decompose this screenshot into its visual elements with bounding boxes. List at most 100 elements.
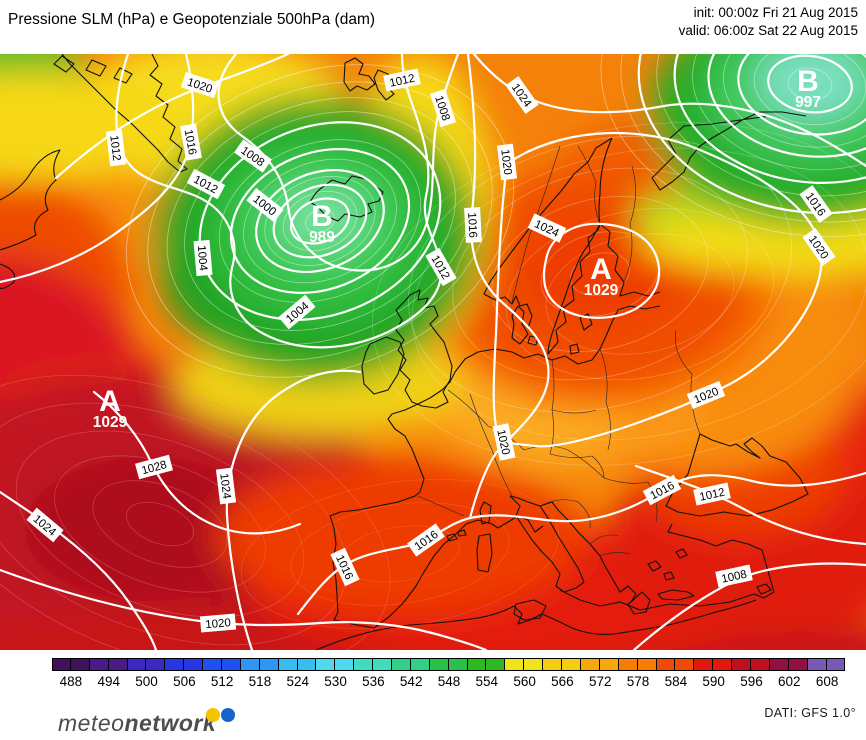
coastlines (0, 54, 809, 650)
svg-text:1008: 1008 (720, 569, 748, 586)
colorbar-tick: 530 (324, 674, 347, 689)
run-info: init: 00:00z Fri 21 Aug 2015 valid: 06:0… (679, 4, 858, 40)
isobar-label: 1020 (496, 143, 518, 181)
colorbar-cell (694, 658, 714, 671)
isobar-label: 1012 (383, 68, 421, 92)
colorbar-cell (184, 658, 204, 671)
colorbar-cell (392, 658, 411, 671)
svg-text:1012: 1012 (107, 135, 122, 162)
logo-dot-blue-icon (221, 708, 235, 722)
colorbar-tick: 488 (59, 674, 83, 689)
isobars (0, 54, 866, 650)
isobar-label: 1008 (429, 88, 457, 128)
isobar-label: 1004 (193, 239, 213, 277)
colorbar-tick: 560 (513, 674, 536, 689)
colorbar-cell (297, 658, 317, 671)
colorbar-cell (70, 658, 90, 671)
colorbar-cell (788, 658, 808, 671)
colorbar-cell (354, 658, 374, 671)
colorbar-cell (127, 658, 147, 671)
svg-text:989: 989 (309, 229, 335, 246)
colorbar-tick: 548 (437, 674, 461, 689)
colorbar-tick: 596 (740, 674, 763, 689)
colorbar-cell (222, 658, 241, 671)
colorbar-tick: 524 (286, 674, 310, 689)
colorbar-tick: 536 (362, 674, 385, 689)
svg-text:A: A (590, 253, 612, 286)
colorbar-cell (486, 658, 506, 671)
svg-text:A: A (99, 385, 121, 418)
page-title: Pressione SLM (hPa) e Geopotenziale 500h… (8, 11, 376, 28)
colorbar-cell (429, 658, 449, 671)
colorbar-cell (259, 658, 279, 671)
colorbar-cell (637, 658, 657, 671)
thin-contour-lines (0, 54, 866, 650)
colorbar-cell (373, 658, 393, 671)
colorbar-cell (769, 658, 789, 671)
colorbar-cell (807, 658, 827, 671)
colorbar-cell (146, 658, 166, 671)
colorbar-cell (543, 658, 563, 671)
isobar-label: 1020 (492, 423, 516, 461)
svg-text:1024: 1024 (217, 473, 232, 500)
svg-text:1012: 1012 (698, 487, 726, 504)
colorbar-cell (278, 658, 298, 671)
init-time: init: 00:00z Fri 21 Aug 2015 (693, 5, 858, 20)
svg-text:1016: 1016 (465, 212, 478, 238)
colorbar-tick: 584 (664, 674, 688, 689)
colorbar-cell (656, 658, 676, 671)
colorbar-cell (165, 658, 185, 671)
colorbar-tick: 512 (210, 674, 234, 689)
colorbar-cell (240, 658, 260, 671)
svg-text:1016: 1016 (182, 129, 198, 156)
valid-time: valid: 06:00z Sat 22 Aug 2015 (678, 23, 858, 38)
colorbar-cell (675, 658, 695, 671)
colorbar-cell (316, 658, 336, 671)
colorbar-tick: 608 (815, 674, 839, 689)
colorbar-tick: 494 (97, 674, 120, 689)
colorbar-tick: 602 (778, 674, 801, 689)
svg-text:1029: 1029 (93, 414, 128, 431)
meteonetwork-logo: meteonetwork (58, 710, 216, 737)
colorbar-cells (52, 658, 846, 671)
isobar-label: 1024 (215, 467, 237, 505)
colorbar-cell (410, 658, 430, 671)
svg-text:1020: 1020 (498, 149, 513, 176)
colorbar-cell (750, 658, 770, 671)
svg-text:1029: 1029 (584, 282, 619, 299)
colorbar-cell (826, 658, 846, 671)
colorbar-tick: 542 (399, 674, 423, 689)
colorbar-cell (448, 658, 468, 671)
isobar-label: 1008 (715, 564, 753, 588)
colorbar-cell (580, 658, 600, 671)
colorbar-cell (203, 658, 223, 671)
colorbar-cell (52, 658, 71, 671)
geopotential-field (0, 54, 866, 650)
svg-text:1020: 1020 (205, 617, 232, 631)
colorbar-tick: 506 (173, 674, 196, 689)
colorbar-cell (89, 658, 109, 671)
footer: meteonetwork DATI: GFS 1.0° (0, 698, 866, 740)
colorbar-tick: 572 (588, 674, 612, 689)
colorbar-tick: 578 (626, 674, 650, 689)
colorbar-cell (467, 658, 487, 671)
colorbar-cell (335, 658, 355, 671)
isobar-label: 1012 (693, 482, 731, 506)
colorbar-tick: 590 (702, 674, 725, 689)
isobar-label: 1016 (180, 123, 202, 161)
svg-text:1012: 1012 (388, 73, 416, 90)
isobar-label: 1016 (464, 207, 482, 243)
colorbar-cell (713, 658, 733, 671)
colorbar-cell (599, 658, 619, 671)
svg-text:1020: 1020 (494, 428, 511, 456)
logo-text-light: meteo (58, 710, 125, 736)
colorbar-tick: 554 (475, 674, 499, 689)
colorbar-cell (618, 658, 638, 671)
colorbar-tick: 566 (551, 674, 574, 689)
colorbar-cell (108, 658, 128, 671)
colorbar-cell (524, 658, 544, 671)
logo-text-bold: network (124, 710, 217, 736)
